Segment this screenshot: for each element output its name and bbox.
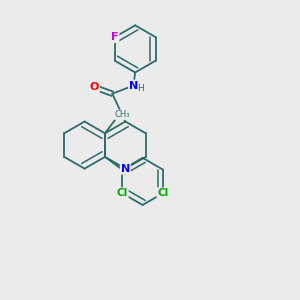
Text: Cl: Cl: [117, 188, 128, 198]
Text: CH₃: CH₃: [115, 110, 130, 119]
Text: N: N: [121, 164, 130, 174]
Text: H: H: [137, 84, 144, 93]
Text: Cl: Cl: [158, 188, 169, 198]
Text: F: F: [111, 32, 118, 42]
Text: N: N: [129, 80, 138, 91]
Text: O: O: [90, 82, 99, 92]
